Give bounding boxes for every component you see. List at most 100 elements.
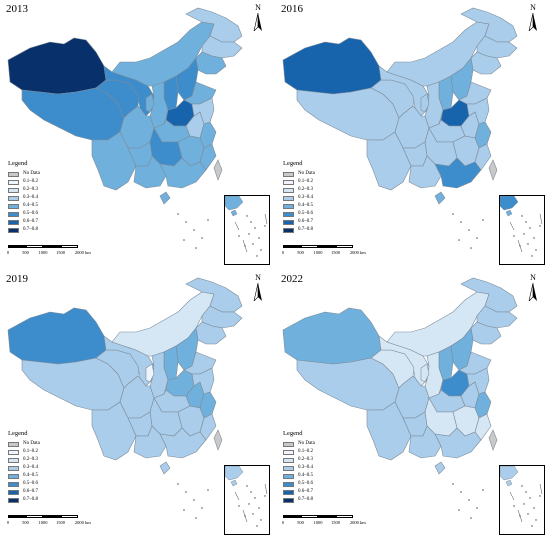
legend-item-label: 0.7–0.8: [23, 227, 38, 232]
region-guangdong: [159, 157, 207, 189]
scale-tick-label: 2000 km: [74, 520, 91, 525]
region-guangdong: [434, 427, 482, 459]
legend-swatch: [8, 211, 19, 217]
scale-tick-label: 1000: [313, 520, 323, 525]
legend-item: 0.4–0.5: [8, 202, 88, 210]
island-dot: [207, 489, 209, 491]
legend-item-label: 0.2–0.3: [298, 187, 313, 192]
island-dot: [207, 219, 209, 221]
scale-bar-segment: [60, 515, 78, 518]
legend-swatch: [283, 187, 294, 193]
region-tibet: [21, 357, 125, 411]
region-jilin: [201, 35, 243, 59]
legend-item-label: 0.5–0.6: [298, 481, 313, 486]
region-liaoning: [470, 321, 502, 345]
panel-year-label: 2022: [281, 273, 303, 285]
panel-year-label: 2016: [281, 3, 303, 15]
legend-item-label: 0.7–0.8: [298, 227, 313, 232]
legend-item-label: 0.5–0.6: [298, 211, 313, 216]
region-hainan: [159, 461, 171, 475]
region-yunnan: [366, 131, 412, 191]
island-dot: [452, 483, 454, 485]
legend-item: 0.1–0.2: [283, 448, 363, 456]
scale-tick-label: 500: [297, 250, 304, 255]
scale-tick-label: 1500: [56, 520, 65, 525]
legend-item: 0.2–0.3: [283, 456, 363, 464]
legend-item-label: 0.4–0.5: [23, 203, 38, 208]
legend-item-label: No Data: [23, 171, 40, 176]
island-dot: [185, 491, 187, 493]
legend-item: 0.7–0.8: [283, 226, 363, 234]
legend-item-label: 0.1–0.2: [23, 179, 38, 184]
legend-item: 0.5–0.6: [283, 210, 363, 218]
legend-item: 0.3–0.4: [8, 194, 88, 202]
legend-swatch: [8, 227, 19, 233]
island-dot: [195, 247, 197, 249]
legend-item-label: 0.6–0.7: [298, 219, 313, 224]
legend-item-label: 0.3–0.4: [23, 465, 38, 470]
legend-title: Legend: [8, 160, 28, 167]
legend-swatch: [8, 195, 19, 201]
south-china-sea-inset: [224, 465, 270, 535]
region-liaoning: [470, 51, 502, 75]
island-dot: [193, 499, 195, 501]
scale-tick-label: 0: [281, 520, 285, 525]
scale-tick-label: 0: [6, 250, 10, 255]
legend-title: Legend: [8, 430, 28, 437]
legend-swatch: [8, 465, 19, 471]
legend: Legend No Data 0.1–0.2 0.2–0.3 0.3–0.4 0.4–0.…: [8, 430, 88, 504]
legend-item: 0.6–0.7: [8, 218, 88, 226]
south-china-sea-inset: [499, 195, 545, 265]
region-tibet: [296, 357, 400, 411]
scale-tick-label: 500: [22, 520, 29, 525]
legend-item: 0.6–0.7: [8, 488, 88, 496]
scale-bar: 0 500 1000 1500 2000 km: [6, 245, 138, 261]
scale-tick-label: 1000: [38, 520, 48, 525]
island-dot: [460, 491, 462, 493]
china-map: [282, 7, 518, 249]
legend-swatch: [283, 441, 294, 447]
legend-item-label: 0.7–0.8: [23, 497, 38, 502]
legend-item: 0.1–0.2: [283, 178, 363, 186]
region-liaoning: [195, 321, 227, 345]
legend-item: 0.4–0.5: [283, 472, 363, 480]
island-dot: [201, 507, 203, 509]
legend-item-label: 0.3–0.4: [298, 465, 313, 470]
legend-swatch: [283, 481, 294, 487]
region-ningxia: [420, 363, 430, 383]
region-jilin: [201, 305, 243, 329]
region-inner_mongolia: [386, 21, 490, 87]
legend-item-label: 0.1–0.2: [298, 179, 313, 184]
region-xinjiang: [282, 307, 382, 365]
region-yunnan: [91, 131, 137, 191]
region-hainan: [159, 191, 171, 205]
region-tibet: [21, 87, 125, 141]
legend-swatch: [283, 227, 294, 233]
legend-item-label: 0.2–0.3: [298, 457, 313, 462]
legend-item: 0.4–0.5: [283, 202, 363, 210]
region-xinjiang: [282, 37, 382, 95]
legend-item-label: 0.6–0.7: [23, 219, 38, 224]
legend-item: 0.3–0.4: [283, 194, 363, 202]
region-guangdong: [434, 157, 482, 189]
region-yunnan: [366, 401, 412, 461]
region-taiwan: [488, 159, 498, 181]
scale-bar-segment: [43, 515, 61, 518]
panel-year-label: 2013: [6, 3, 28, 15]
scale-tick-label: 2000 km: [74, 250, 91, 255]
island-dot: [470, 247, 472, 249]
scale-bar-segment: [283, 245, 301, 248]
legend-item: 0.5–0.6: [8, 210, 88, 218]
scale-bar-segment: [283, 515, 301, 518]
island-dot: [482, 489, 484, 491]
legend-item: No Data: [283, 170, 363, 178]
island-dot: [482, 219, 484, 221]
legend-swatch: [283, 449, 294, 455]
island-dot: [468, 229, 470, 231]
scale-bar-segment: [43, 245, 61, 248]
region-jilin: [476, 305, 518, 329]
north-arrow-icon: N: [526, 4, 540, 32]
south-china-sea-inset: [224, 195, 270, 265]
legend-swatch: [283, 195, 294, 201]
region-hainan: [434, 461, 446, 475]
